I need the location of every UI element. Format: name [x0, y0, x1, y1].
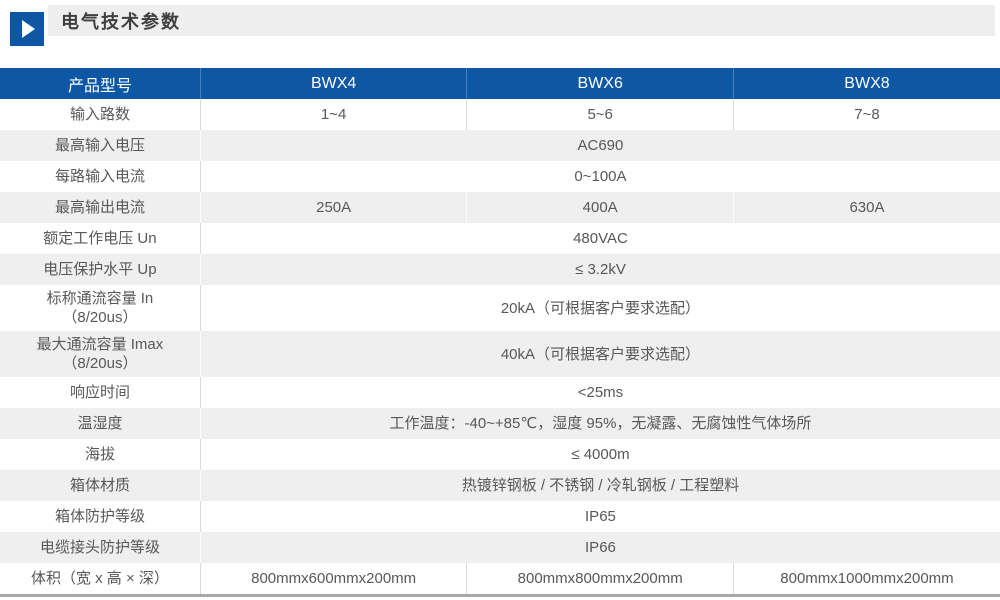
value-cell: 1~4: [199, 99, 467, 130]
header-model-bwx6: BWX6: [466, 68, 734, 99]
page-title: 电气技术参数: [61, 11, 181, 32]
table-row: 箱体材质 热镀锌钢板 / 不锈钢 / 冷轧钢板 / 工程塑料: [0, 470, 1000, 501]
row-label: 输入路数: [69, 106, 130, 123]
row-label-line2: （8/20us）: [62, 355, 138, 372]
row-label: 最高输出电流: [54, 199, 145, 216]
table-row: 最大通流容量 Imax （8/20us） 40kA（可根据客户要求选配）: [0, 331, 1000, 377]
section-title-strip: 电气技术参数: [48, 5, 995, 36]
row-label: 最高输入电压: [54, 137, 145, 154]
value-cell: 400A: [466, 192, 734, 223]
value-cell-span: AC690: [199, 130, 1000, 161]
value-cell-span: <25ms: [199, 377, 1000, 408]
table-row: 每路输入电流 0~100A: [0, 161, 1000, 192]
value-cell: 800mmx800mmx200mm: [466, 563, 734, 596]
header-model-bwx8: BWX8: [732, 68, 1000, 99]
row-label-line2: （8/20us）: [62, 309, 138, 326]
value-cell: 800mmx600mmx200mm: [199, 563, 467, 596]
value-cell-span: IP66: [199, 532, 1000, 563]
value-cell-span: ≤ 4000m: [199, 439, 1000, 470]
header-product-model: 产品型号: [0, 68, 201, 99]
value-cell-span: 0~100A: [199, 161, 1000, 192]
row-label: 每路输入电流: [54, 168, 145, 185]
value-cell-span: IP65: [199, 501, 1000, 532]
row-label-line1: 标称通流容量 In: [46, 290, 154, 307]
value-cell: 7~8: [732, 99, 1000, 130]
table-row: 响应时间 <25ms: [0, 377, 1000, 408]
row-label: 标称通流容量 In （8/20us）: [0, 285, 200, 331]
row-label-line1: 最大通流容量 Imax: [36, 336, 164, 353]
spec-table: 产品型号 BWX4 BWX6 BWX8 输入路数 1~4 5~6 7~8 最高输入电压 A…: [0, 68, 1000, 597]
value-cell: 800mmx1000mmx200mm: [732, 563, 1000, 596]
row-label: 最大通流容量 Imax （8/20us）: [0, 331, 200, 377]
value-cell: 5~6: [466, 99, 734, 130]
value-cell-span: 热镀锌钢板 / 不锈钢 / 冷轧钢板 / 工程塑料: [199, 470, 1000, 501]
row-label: 响应时间: [69, 384, 130, 401]
table-row: 箱体防护等级 IP65: [0, 501, 1000, 532]
value-cell: 250A: [199, 192, 467, 223]
row-label: 箱体防护等级: [54, 508, 145, 525]
table-row: 体积（宽 x 高 × 深） 800mmx600mmx200mm 800mmx800m…: [0, 563, 1000, 596]
value-cell-span: ≤ 3.2kV: [199, 254, 1000, 285]
row-label: 体积（宽 x 高 × 深）: [30, 570, 169, 587]
table-row: 输入路数 1~4 5~6 7~8: [0, 99, 1000, 130]
table-row: 海拔 ≤ 4000m: [0, 439, 1000, 470]
table-header-row: 产品型号 BWX4 BWX6 BWX8: [0, 68, 1000, 99]
row-label: 电缆接头防护等级: [39, 539, 160, 556]
row-label: 温湿度: [77, 415, 123, 432]
play-icon: [10, 12, 44, 46]
row-label: 电压保护水平 Up: [43, 261, 157, 278]
table-row: 最高输入电压 AC690: [0, 130, 1000, 161]
value-cell-span: 20kA（可根据客户要求选配）: [199, 285, 1000, 331]
header-model-bwx4: BWX4: [199, 68, 467, 99]
value-cell-span: 工作温度：-40~+85℃，湿度 95%，无凝露、无腐蚀性气体场所: [199, 408, 1000, 439]
row-label: 箱体材质: [69, 477, 130, 494]
table-row: 电缆接头防护等级 IP66: [0, 532, 1000, 563]
table-row: 额定工作电压 Un 480VAC: [0, 223, 1000, 254]
value-cell-span: 40kA（可根据客户要求选配）: [199, 331, 1000, 377]
play-triangle-icon: [22, 20, 35, 38]
value-cell-span: 480VAC: [199, 223, 1000, 254]
value-cell: 630A: [732, 192, 1000, 223]
table-row: 标称通流容量 In （8/20us） 20kA（可根据客户要求选配）: [0, 285, 1000, 331]
row-label: 海拔: [84, 446, 115, 463]
table-row: 电压保护水平 Up ≤ 3.2kV: [0, 254, 1000, 285]
row-label: 额定工作电压 Un: [43, 230, 157, 247]
table-row: 温湿度 工作温度：-40~+85℃，湿度 95%，无凝露、无腐蚀性气体场所: [0, 408, 1000, 439]
table-row: 最高输出电流 250A 400A 630A: [0, 192, 1000, 223]
